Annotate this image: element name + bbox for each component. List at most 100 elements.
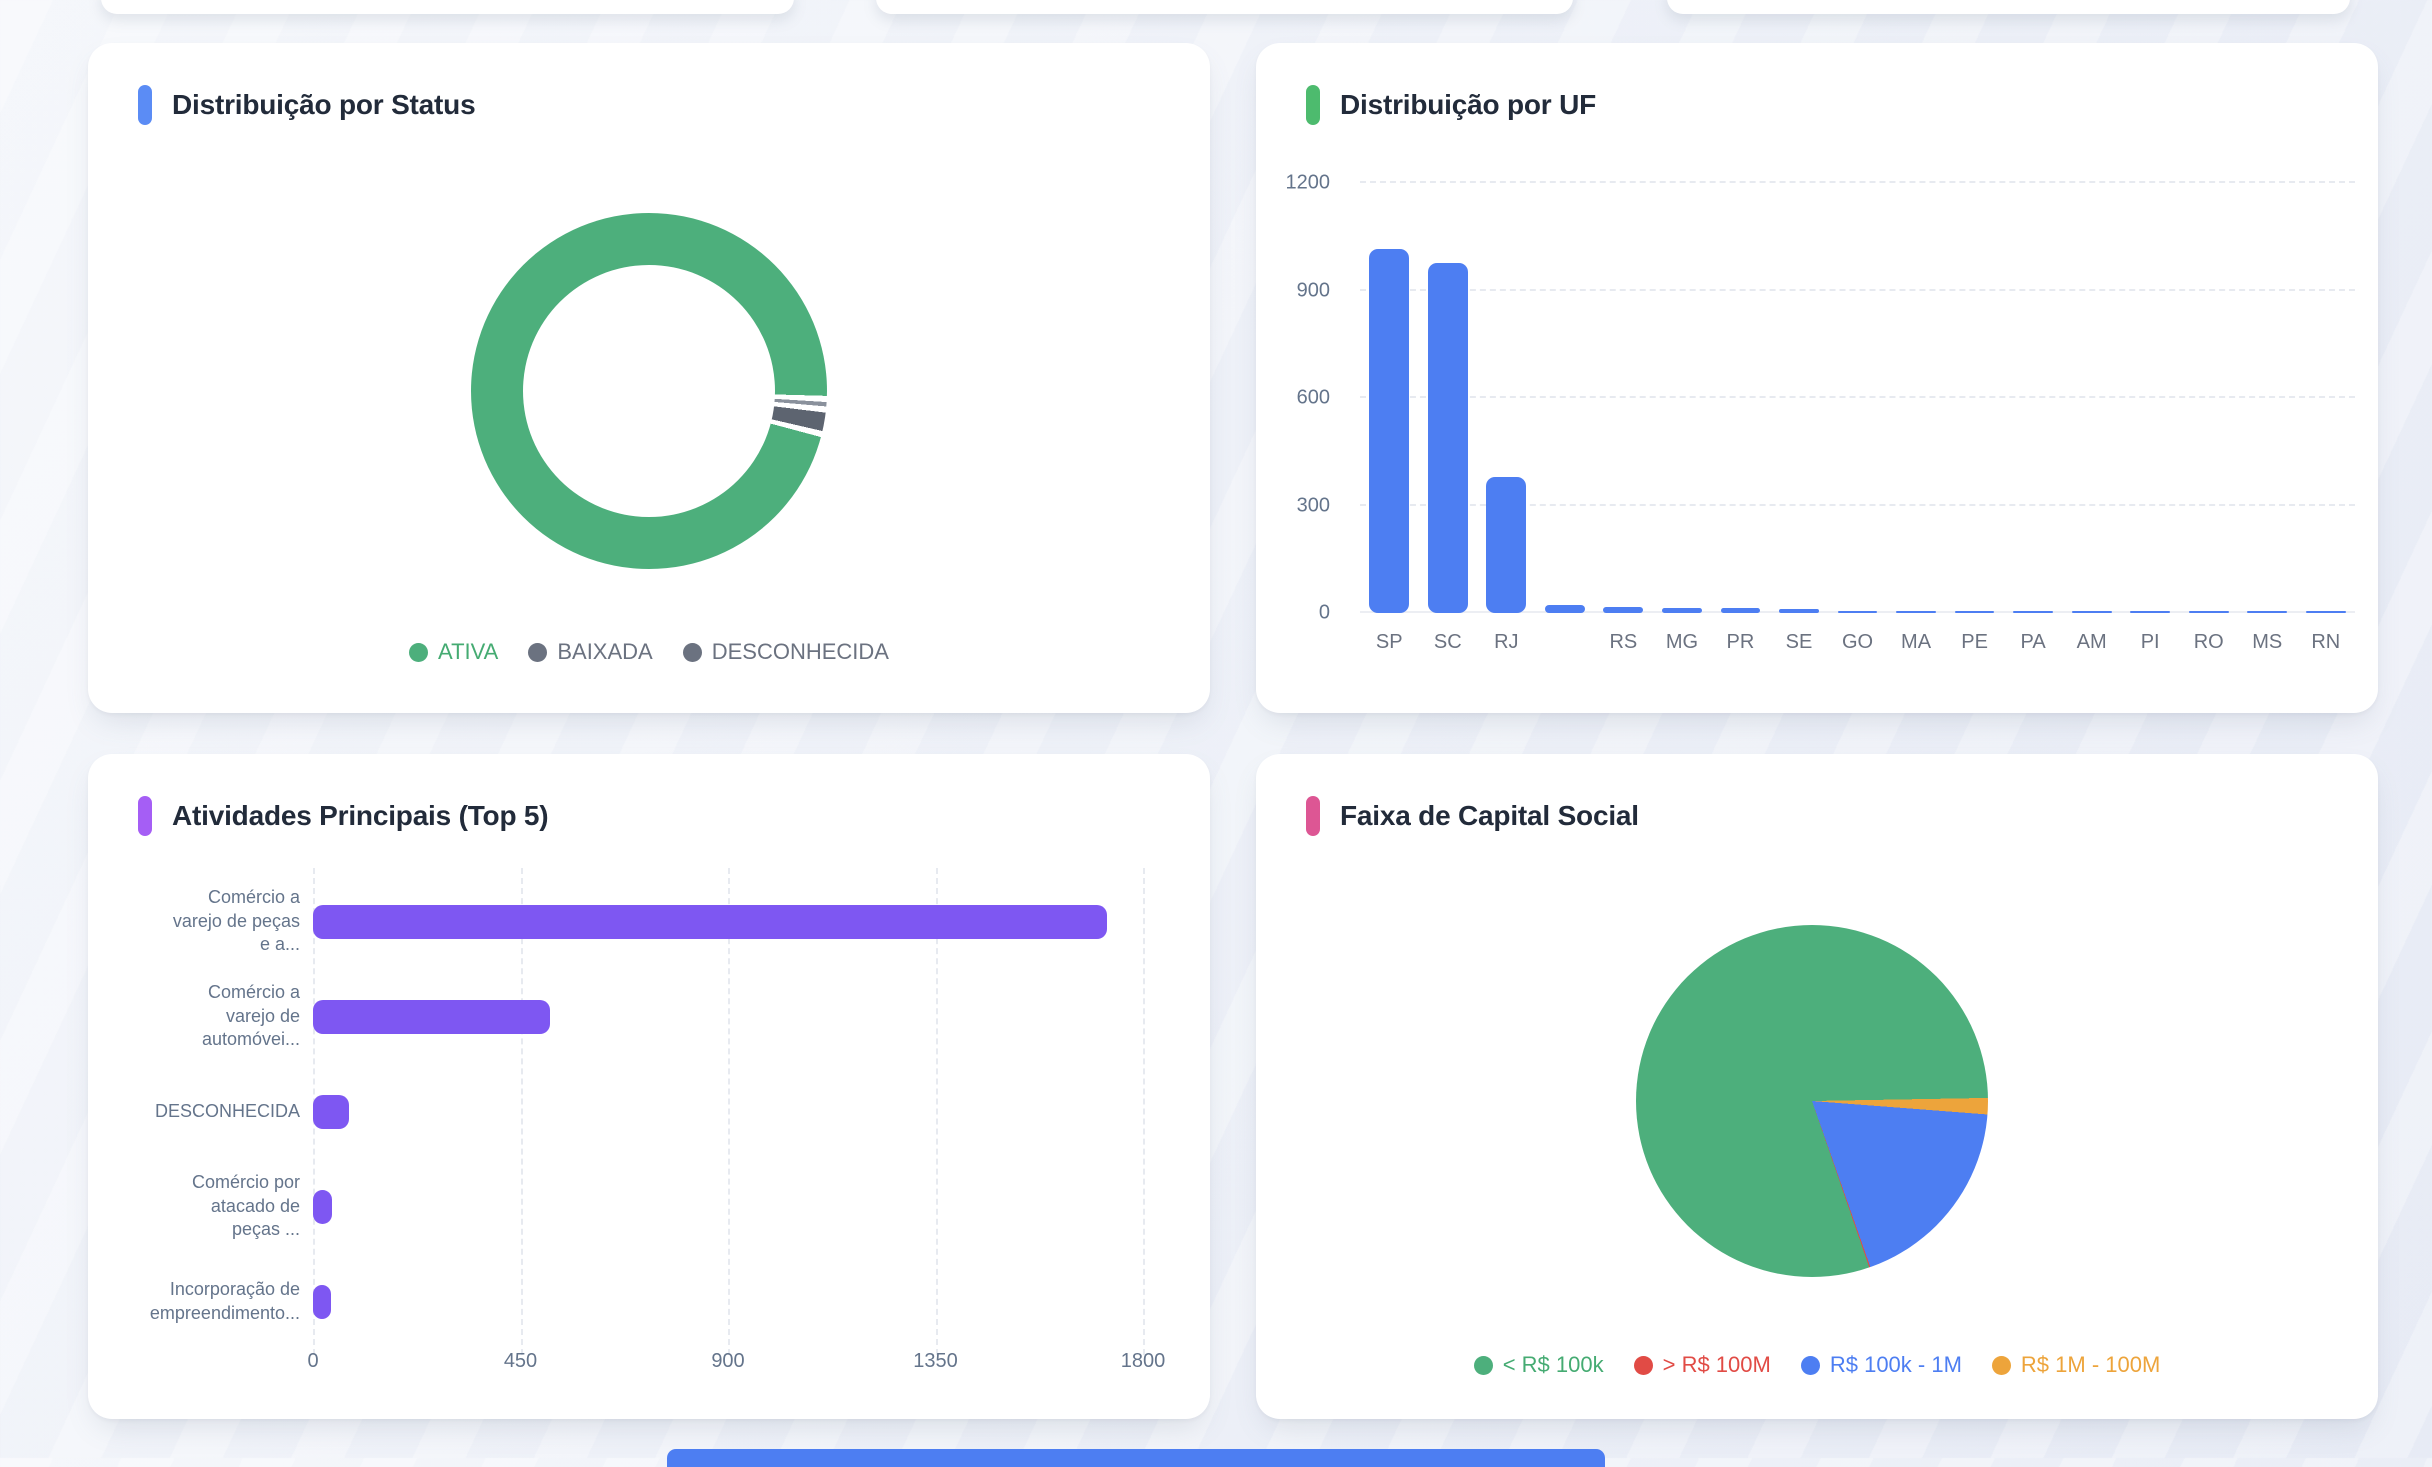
- bar-row: [313, 874, 1143, 969]
- bar-ma[interactable]: [1896, 611, 1936, 613]
- gridline: [1360, 181, 2355, 183]
- x-tick-label: 900: [711, 1350, 745, 1372]
- bars: [1360, 183, 2355, 613]
- bar-sp[interactable]: [1369, 249, 1410, 613]
- bar-go[interactable]: [1837, 610, 1878, 613]
- legend-item-r-100k-1m[interactable]: R$ 100k - 1M: [1800, 1352, 1962, 1378]
- legend-dot-icon: [1800, 1355, 1820, 1375]
- bar-desconhecida[interactable]: [313, 1094, 350, 1129]
- x-tick-label: 450: [503, 1350, 538, 1372]
- legend-label: ATIVA: [438, 639, 499, 664]
- legend-dot-icon: [409, 642, 429, 662]
- bar-se[interactable]: [1779, 609, 1819, 613]
- card-faixa-capital-social: Faixa de Capital Social < R$ 100k > R$ 10…: [1256, 754, 2378, 1419]
- bar-com-rcio-a[interactable]: [313, 999, 550, 1034]
- card-header: Distribuição por UF: [1306, 85, 1596, 125]
- bar-sc[interactable]: [1427, 262, 1468, 613]
- top-card-stub-2: [876, 0, 1573, 14]
- gridline: [1143, 868, 1145, 1355]
- card-atividades-principais: Atividades Principais (Top 5) Comércio a…: [88, 754, 1210, 1419]
- bar-pr[interactable]: [1720, 608, 1761, 613]
- category-label-com-rcio-por: Comércio por atacado de peças ...: [191, 1172, 300, 1240]
- top-card-stub-3: [1667, 0, 2350, 14]
- top-card-stub-1: [101, 0, 794, 14]
- bar-pa[interactable]: [2013, 611, 2053, 613]
- x-tick-label: PA: [2020, 631, 2046, 653]
- legend-label: R$ 1M - 100M: [2020, 1352, 2161, 1377]
- status-legend: ATIVA BAIXADA DESCONHECIDA: [88, 639, 1210, 665]
- capital-legend: < R$ 100k > R$ 100M R$ 100k - 1M R$ 1M - 10…: [1256, 1352, 2378, 1378]
- category-label-desconhecida: DESCONHECIDA: [154, 1100, 300, 1121]
- legend-label: DESCONHECIDA: [711, 639, 889, 664]
- card-title: Distribuição por Status: [172, 89, 476, 120]
- x-tick-label: MS: [2252, 631, 2283, 653]
- gridline: [1360, 288, 2355, 291]
- bar-incorpora-o-de[interactable]: [313, 1284, 331, 1319]
- x-tick-label: 0: [307, 1350, 319, 1372]
- card-title: Distribuição por UF: [1340, 89, 1596, 120]
- bar-ro[interactable]: [2188, 611, 2229, 613]
- legend-item-r-100m[interactable]: > R$ 100M: [1633, 1352, 1771, 1378]
- legend-label: > R$ 100M: [1662, 1352, 1771, 1377]
- y-axis: 0 300 600 900 1200: [1256, 172, 1344, 624]
- accent-pill-purple: [138, 796, 152, 836]
- bar-slot-ma: [1887, 183, 1946, 613]
- legend-item-ativa[interactable]: ATIVA: [409, 639, 498, 665]
- category-label-slot: Comércio por atacado de peças ...: [88, 1159, 300, 1254]
- x-axis: 0 450 900 1350 1800: [307, 1350, 1165, 1376]
- legend-item-r-100k[interactable]: < R$ 100k: [1473, 1352, 1604, 1378]
- gridline: [520, 868, 523, 1355]
- card-distribuicao-uf: Distribuição por UF 0 300 600 900 1200 SP SC R…: [1256, 43, 2378, 713]
- capital-pie-chart[interactable]: [1636, 925, 1988, 1277]
- legend-item-desconhecida[interactable]: DESCONHECIDA: [682, 639, 889, 665]
- category-label-slot: DESCONHECIDA: [88, 1064, 300, 1159]
- legend-dot-icon: [528, 642, 548, 662]
- cutoff-blue-bar: [667, 1449, 1605, 1467]
- bar-slot-pi: [2121, 183, 2180, 613]
- bar-rn[interactable]: [2305, 611, 2346, 613]
- bar-am[interactable]: [2071, 611, 2112, 613]
- bar-ms[interactable]: [2247, 611, 2288, 613]
- category-label-com-rcio-a: Comércio a varejo de automóvei...: [201, 982, 300, 1050]
- y-tick-label: 0: [1318, 601, 1330, 624]
- bar-slot-ro: [2179, 183, 2238, 613]
- bar-com-rcio-por[interactable]: [313, 1189, 332, 1224]
- x-tick-label: PE: [1961, 631, 1988, 653]
- gridline: [728, 868, 730, 1355]
- bar-slot-sc: [1419, 183, 1478, 613]
- card-header: Faixa de Capital Social: [1306, 796, 1639, 836]
- legend-item-r-1m-100m[interactable]: R$ 1M - 100M: [1991, 1352, 2161, 1378]
- bar-slot-pe: [1945, 183, 2004, 613]
- x-tick-label: SP: [1375, 631, 1403, 653]
- card-header: Distribuição por Status: [138, 85, 476, 125]
- card-title: Atividades Principais (Top 5): [172, 800, 549, 831]
- bar-slot-mg: [1653, 183, 1712, 613]
- legend-item-baixada[interactable]: BAIXADA: [528, 639, 653, 665]
- x-tick-label: SE: [1785, 631, 1813, 653]
- legend-dot-icon: [1633, 1355, 1653, 1375]
- bar-mg[interactable]: [1662, 607, 1702, 613]
- bar-pi[interactable]: [2130, 611, 2171, 613]
- x-tick-label: 1800: [1120, 1350, 1166, 1372]
- legend-dot-icon: [682, 642, 702, 662]
- bar-rj[interactable]: [1486, 476, 1527, 613]
- bar-blank[interactable]: [1544, 605, 1585, 613]
- category-label-slot: Comércio a varejo de peças e a...: [88, 874, 300, 969]
- status-donut-chart[interactable]: [471, 213, 827, 569]
- bar-rs[interactable]: [1603, 607, 1644, 613]
- category-label-com-rcio-a: Comércio a varejo de peças e a...: [172, 887, 300, 955]
- bar-slot-am: [2062, 183, 2121, 613]
- bar-pe[interactable]: [1954, 611, 1995, 613]
- bar-slot-rs: [1594, 183, 1653, 613]
- x-tick-label: RJ: [1494, 631, 1519, 653]
- bar-row: [313, 1064, 1143, 1159]
- x-tick-label: AM: [2076, 631, 2107, 653]
- gridline: [935, 868, 938, 1355]
- y-tick-label: 1200: [1285, 171, 1331, 194]
- bar-com-rcio-a[interactable]: [313, 904, 1108, 939]
- bar-slot-se: [1770, 183, 1829, 613]
- legend-dot-icon: [1473, 1355, 1493, 1375]
- category-label-incorpora-o-de: Incorporação de empreendimento...: [149, 1279, 300, 1323]
- y-tick-label: 300: [1296, 494, 1330, 516]
